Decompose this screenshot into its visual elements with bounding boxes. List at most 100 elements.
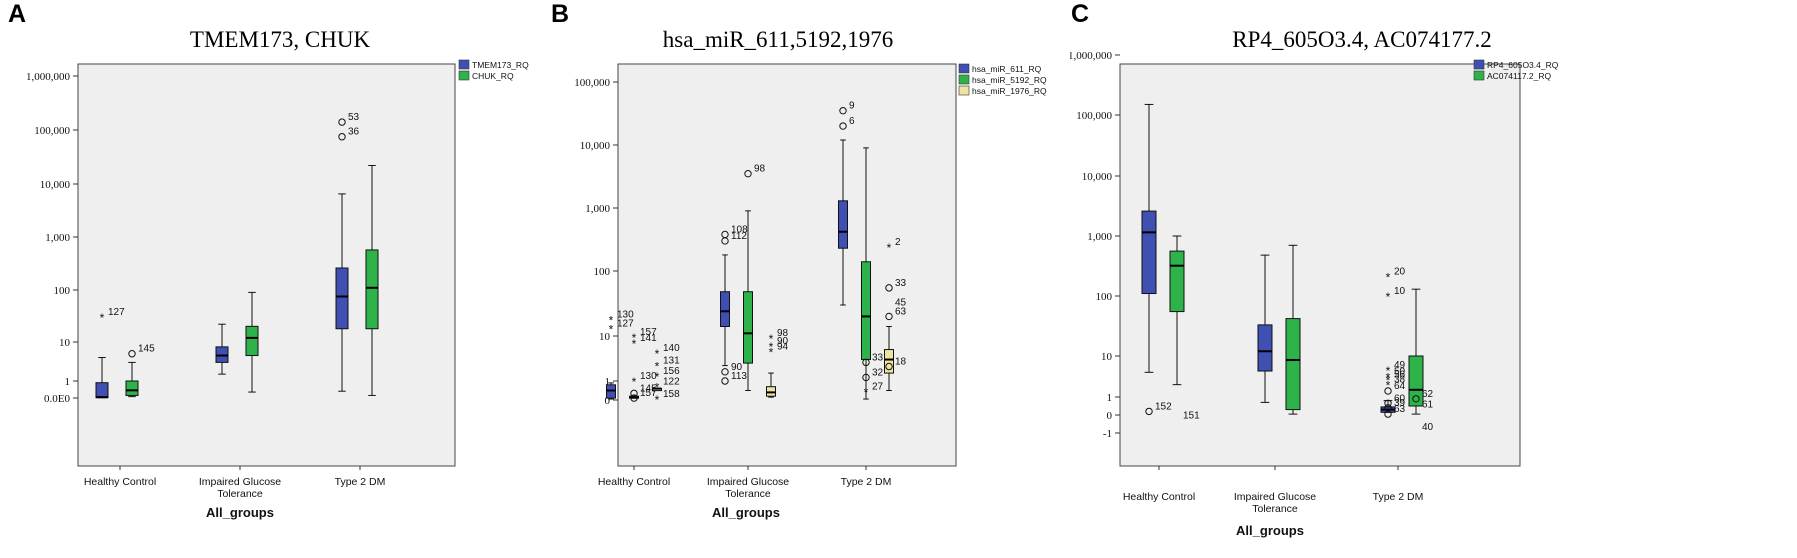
x-tick-label: Healthy Control (84, 476, 156, 488)
outlier-label: 9 (849, 101, 855, 112)
outlier-marker (630, 394, 638, 402)
x-tick-label: Impaired Glucose (1234, 491, 1316, 503)
y-tick-label: 0 (1107, 410, 1113, 422)
box (245, 325, 259, 357)
outlier-label: 127 (617, 319, 634, 330)
outlier-label: 127 (108, 307, 125, 318)
legend-swatch (458, 59, 470, 70)
y-tick-label: 10,000 (1082, 171, 1113, 183)
outlier-label: 151 (1183, 411, 1200, 422)
legend-swatch (1473, 59, 1485, 70)
extreme-marker: * (655, 347, 660, 361)
y-tick-label: 100 (54, 285, 71, 297)
outlier-marker (885, 362, 893, 371)
outlier-label: 112 (731, 231, 747, 242)
x-tick-label: Healthy Control (1123, 491, 1195, 503)
extreme-marker: * (1386, 370, 1391, 384)
plot-area (77, 63, 456, 467)
x-axis-label: All_groups (206, 505, 274, 520)
box (95, 382, 109, 399)
outlier-label: 40 (1422, 422, 1434, 433)
outlier-label: 157 (640, 327, 657, 338)
outlier-label: 38 (1394, 375, 1406, 386)
legend-label: AC074117.2_RQ (1487, 71, 1551, 81)
outlier-label: 49 (1394, 360, 1406, 371)
panel-letter-c: C (1071, 0, 1090, 28)
extreme-marker: * (769, 332, 774, 346)
extreme-marker: * (655, 393, 660, 407)
outlier-label: 64 (1394, 381, 1406, 392)
y-tick-label: 100 (1096, 291, 1113, 303)
box (1408, 355, 1424, 407)
outlier-label: 60 (1394, 393, 1406, 404)
legend-swatch (458, 70, 470, 81)
outlier-label: 61 (1422, 399, 1434, 410)
outlier-marker (721, 368, 729, 376)
outlier-marker (839, 122, 847, 130)
outlier-label: 131 (663, 356, 680, 367)
outlier-label: 63 (1394, 404, 1406, 415)
y-tick-label: 10 (1101, 351, 1113, 363)
extreme-marker: * (864, 385, 869, 399)
x-tick-label: Tolerance (725, 488, 771, 500)
y-tick-label: 100,000 (34, 125, 70, 137)
y-tick-label: 1 (65, 376, 71, 388)
outlier-label: 156 (663, 366, 680, 377)
x-tick-label: Impaired Glucose (199, 476, 281, 488)
outlier-label: 94 (777, 342, 789, 353)
y-tick-label: 100,000 (574, 77, 610, 89)
outlier-label: 62 (1422, 389, 1434, 400)
y-tick-label: 1,000 (1087, 231, 1112, 243)
y-tick-label: 1 (605, 376, 611, 388)
chart-b: 0 1 10 100 1,000 10,000 100,000 Healthy Control… (574, 63, 1047, 520)
outlier-label: 113 (731, 371, 747, 382)
y-tick-label: 10 (59, 337, 71, 349)
extreme-marker: * (100, 311, 105, 325)
outlier-label: 152 (1155, 401, 1172, 412)
extreme-marker: * (655, 360, 660, 374)
outlier-label: 145 (138, 344, 155, 355)
extreme-marker: * (769, 340, 774, 354)
legend-label: TMEM173_RQ (472, 60, 529, 70)
outlier-marker (338, 133, 346, 141)
outlier-marker (1412, 395, 1420, 403)
outlier-label: 130 (617, 309, 634, 320)
outlier-label: 108 (731, 224, 748, 235)
outlier-label: 53 (348, 112, 360, 123)
extreme-marker: * (1386, 271, 1391, 285)
outlier-label: 32 (872, 367, 884, 378)
outlier-marker (1384, 410, 1392, 418)
x-tick-label: Healthy Control (598, 476, 670, 488)
outlier-label: 18 (895, 357, 907, 368)
outlier-label: 20 (1394, 267, 1406, 278)
extreme-marker: * (769, 346, 774, 360)
outlier-marker (1384, 387, 1392, 395)
legend-label: hsa_miR_611_RQ (972, 64, 1042, 74)
x-tick-label: Type 2 DM (335, 476, 386, 488)
box (125, 380, 139, 396)
legend-swatch (958, 85, 970, 96)
y-tick-label: 10,000 (40, 179, 71, 191)
outlier-marker (721, 377, 729, 385)
outlier-label: 130 (640, 371, 657, 382)
y-tick-label: 1,000 (45, 232, 70, 244)
panel-letter-b: B (551, 0, 570, 28)
outlier-label: 122 (663, 377, 680, 388)
outlier-marker (885, 312, 893, 321)
x-tick-label: Type 2 DM (841, 476, 892, 488)
outlier-label: 45 (895, 297, 907, 308)
box (720, 291, 730, 328)
extreme-marker: * (1386, 290, 1391, 304)
x-axis-label: All_groups (1236, 523, 1304, 538)
box (743, 291, 753, 364)
extreme-marker: * (1386, 364, 1391, 378)
outlier-label: 6 (849, 116, 855, 127)
outlier-label: 145 (640, 383, 657, 394)
extreme-marker: * (632, 337, 637, 351)
outlier-marker (338, 118, 346, 126)
chart-a: 0.0E0 1 10 100 1,000 10,000 100,000 1,000,000 He… (26, 59, 529, 520)
outlier-label: 10 (1394, 286, 1406, 297)
extreme-marker: * (609, 323, 614, 337)
outlier-label: 90 (777, 336, 789, 347)
outlier-marker (630, 389, 638, 398)
